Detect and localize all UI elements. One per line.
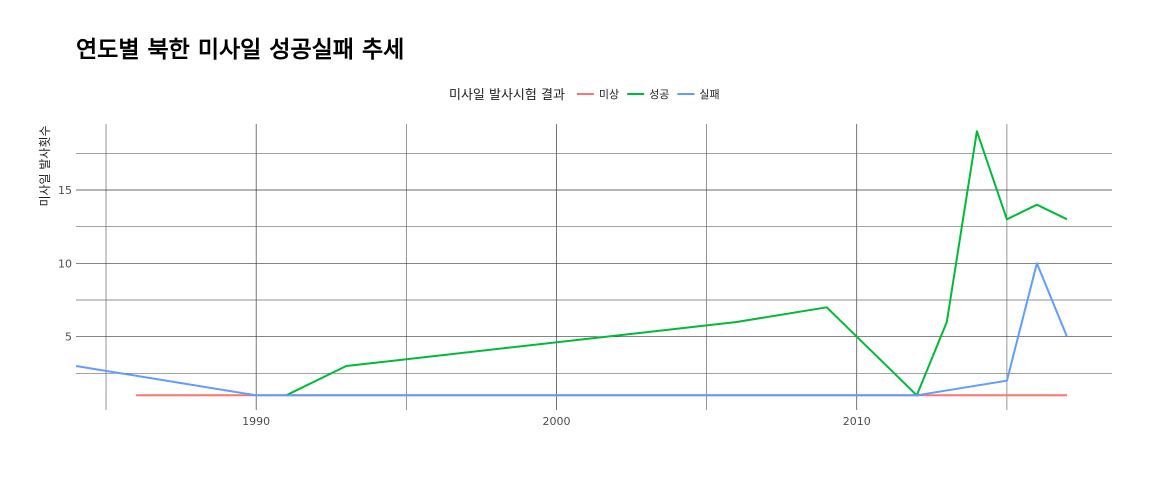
legend: 미상 성공 실패 bbox=[576, 88, 720, 101]
series-line-성공 bbox=[285, 130, 1068, 397]
y-tick-label: 10 bbox=[58, 257, 72, 270]
x-axis-ticks: 1990 2000 2010 bbox=[242, 415, 871, 428]
legend-title: 미사일 발사시험 결과 bbox=[449, 88, 565, 103]
x-tick-label: 2000 bbox=[542, 415, 570, 428]
chart-title: 연도별 북한 미사일 성공실패 추세 bbox=[76, 37, 405, 63]
grid bbox=[76, 124, 1112, 410]
x-tick-label: 2010 bbox=[843, 415, 871, 428]
legend-label: 실패 bbox=[699, 88, 719, 101]
y-axis-ticks: 5 10 15 bbox=[58, 184, 72, 344]
legend-label: 미상 bbox=[599, 88, 619, 101]
x-tick-label: 1990 bbox=[242, 415, 270, 428]
series-lines bbox=[75, 130, 1068, 397]
y-axis-label: 미사일 발사횟수 bbox=[38, 125, 52, 206]
legend-label: 성공 bbox=[649, 88, 669, 101]
y-tick-label: 15 bbox=[58, 184, 72, 197]
y-tick-label: 5 bbox=[65, 331, 72, 344]
series-line-실패 bbox=[75, 262, 1068, 397]
